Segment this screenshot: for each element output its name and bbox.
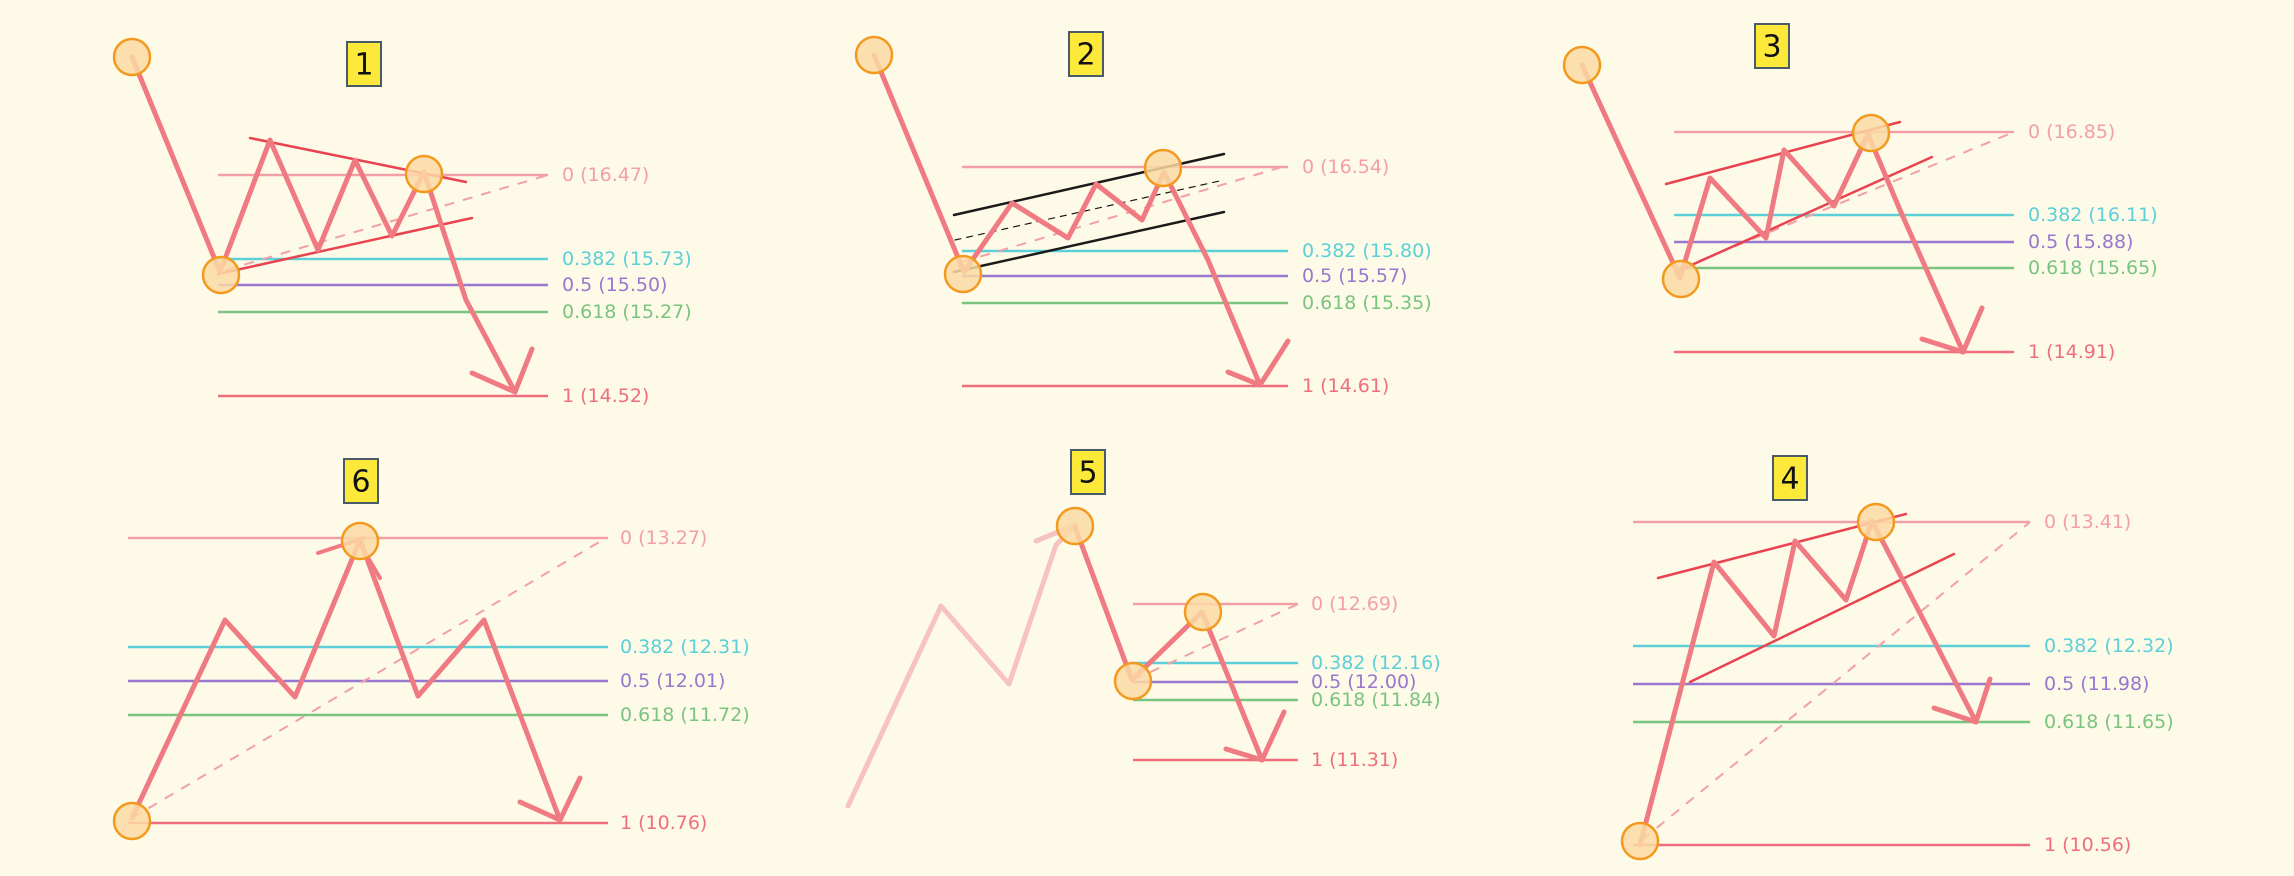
fib-level-0-label: 0 (16.85) — [2028, 121, 2115, 143]
fib-level-1-label: 1 (10.76) — [620, 812, 707, 834]
fib-level-05-label: 0.5 (15.50) — [562, 274, 667, 296]
fib-level-0618-label: 0.618 (11.72) — [620, 704, 750, 726]
fib-level-0-label: 0 (12.69) — [1311, 593, 1398, 615]
pattern-number-badge — [343, 458, 379, 504]
pivot-marker-1 — [112, 801, 152, 841]
pattern-number-badge — [346, 41, 382, 87]
wedge-lower-line — [1674, 155, 1934, 274]
down-arrow-icon — [517, 775, 583, 823]
down-arrow-icon — [1223, 709, 1287, 763]
price-breakdown-line — [1161, 169, 1263, 388]
pivot-marker-2 — [1113, 661, 1153, 701]
fib-level-0-label: 0 (16.54) — [1302, 156, 1389, 178]
price-path-line — [1072, 524, 1265, 763]
pattern-number-badge — [1070, 449, 1106, 495]
pivot-marker-2 — [1661, 259, 1701, 299]
pattern-number-label: 5 — [1078, 456, 1097, 491]
pivot-marker-3 — [404, 154, 444, 194]
fib-level-0-label: 0 (16.47) — [562, 164, 649, 186]
fib-level-1-label: 1 (14.61) — [1302, 375, 1389, 397]
pattern-number-label: 1 — [354, 48, 373, 83]
pivot-marker-1 — [1620, 821, 1660, 861]
prior-move-line — [845, 524, 1077, 809]
pivot-marker-1 — [854, 35, 894, 75]
down-arrow-icon — [469, 346, 535, 395]
fib-level-05-label: 0.5 (12.00) — [1311, 671, 1416, 693]
fib-level-0382-label: 0.382 (12.31) — [620, 636, 750, 658]
pattern-number-badge — [1754, 23, 1790, 69]
fib-diagonal-line — [131, 537, 607, 819]
fib-level-0618-label: 0.618 (11.65) — [2044, 711, 2174, 733]
pattern-number-badge — [1068, 31, 1104, 77]
pivot-marker-2 — [943, 254, 983, 294]
pivot-marker-1 — [112, 37, 152, 77]
pivot-marker-3 — [1183, 592, 1223, 632]
fib-level-0-label: 0 (13.27) — [620, 527, 707, 549]
pattern-panel-1: 0 (16.47) 0.382 (15.73) 0.5 (15.50) 0.618 (… — [112, 37, 692, 407]
down-arrow-icon — [1225, 338, 1291, 388]
fib-level-0618-label: 0.618 (11.84) — [1311, 689, 1441, 711]
fib-level-1-label: 1 (10.56) — [2044, 834, 2131, 856]
support-line — [216, 216, 474, 276]
pivot-marker-1 — [1055, 506, 1095, 546]
down-arrow-icon — [1931, 676, 1993, 725]
fib-level-0382-label: 0.382 (12.32) — [2044, 635, 2174, 657]
fib-level-0-label: 0 (13.41) — [2044, 511, 2131, 533]
pivot-marker-2 — [201, 255, 241, 295]
fib-level-0382-label: 0.382 (16.11) — [2028, 204, 2158, 226]
pattern-number-label: 2 — [1076, 38, 1095, 73]
down-arrow-icon — [1919, 305, 1985, 355]
pivot-marker-3 — [1851, 113, 1891, 153]
pattern-panel-6: 0 (13.27) 0.382 (12.31) 0.5 (12.01) 0.618 (… — [112, 458, 750, 841]
channel-mid-line — [954, 179, 1225, 241]
pattern-panel-2: 0 (16.54) 0.382 (15.80) 0.5 (15.57) 0.618 (… — [854, 31, 1432, 397]
pattern-panel-5: 0 (12.69) 0.382 (12.16)0.5 (12.00)0.618 (… — [845, 449, 1441, 809]
price-path-line — [1579, 62, 1966, 355]
pivot-marker-3 — [1143, 148, 1183, 188]
pattern-number-label: 4 — [1780, 462, 1799, 497]
pivot-marker-2 — [340, 521, 380, 561]
fib-level-0382-label: 0.382 (12.16) — [1311, 652, 1441, 674]
fib-level-0618-label: 0.618 (15.65) — [2028, 257, 2158, 279]
fib-level-1-label: 1 (11.31) — [1311, 749, 1398, 771]
pattern-number-label: 3 — [1762, 30, 1781, 65]
price-path-line — [871, 52, 1167, 275]
fib-level-05-label: 0.5 (11.98) — [2044, 673, 2149, 695]
fib-level-0382-label: 0.382 (15.80) — [1302, 240, 1432, 262]
channel-lower-line — [952, 210, 1226, 274]
pattern-number-label: 6 — [351, 465, 370, 500]
fib-level-0618-label: 0.618 (15.35) — [1302, 292, 1432, 314]
price-path-line — [129, 54, 518, 395]
fib-level-0382-label: 0.382 (15.73) — [562, 248, 692, 270]
fib-level-05-label: 0.5 (12.01) — [620, 670, 725, 692]
pattern-panel-4: 0 (13.41) 0.382 (12.32) 0.5 (11.98) 0.618 (… — [1620, 455, 2174, 861]
pattern-panel-3: 0 (16.85) 0.382 (16.11) 0.5 (15.88) 0.618 (… — [1562, 23, 2158, 363]
fib-diagonal-line — [961, 166, 1283, 263]
pivot-marker-2 — [1856, 502, 1896, 542]
pattern-number-badge — [1772, 455, 1808, 501]
wedge-lower-line — [1688, 552, 1956, 684]
fib-level-1-label: 1 (14.91) — [2028, 341, 2115, 363]
price-path-line — [1637, 518, 1979, 848]
fib-level-1-label: 1 (14.52) — [562, 385, 649, 407]
fib-level-0618-label: 0.618 (15.27) — [562, 301, 692, 323]
fib-diagonal-line — [1641, 521, 2031, 841]
fib-level-05-label: 0.5 (15.88) — [2028, 231, 2133, 253]
fib-level-05-label: 0.5 (15.57) — [1302, 265, 1407, 287]
pivot-marker-1 — [1562, 45, 1602, 85]
